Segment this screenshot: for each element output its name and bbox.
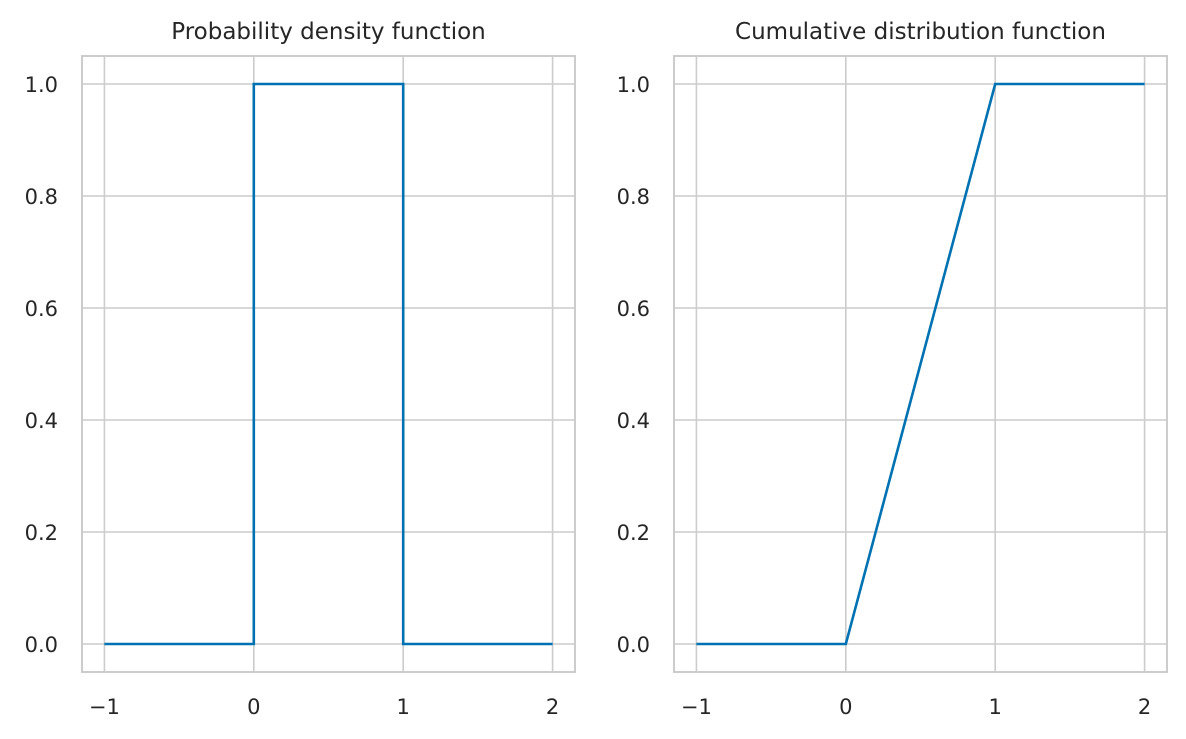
pdf-axes-frame xyxy=(81,55,576,673)
pdf-x-tick-label: −1 xyxy=(89,695,120,719)
pdf-panel: Probability density function −1 0 1 2 0.00.… xyxy=(25,19,576,719)
pdf-y-tick-label: 0.2 xyxy=(25,521,58,545)
cdf-y-tick-label: 1.0 xyxy=(617,73,650,97)
pdf-y-tick-label: 0.0 xyxy=(25,633,58,657)
cdf-axes-frame xyxy=(673,55,1168,673)
pdf-y-tick-label: 1.0 xyxy=(25,73,58,97)
pdf-y-tick-label: 0.8 xyxy=(25,185,58,209)
pdf-chart-title: Probability density function xyxy=(171,19,486,45)
cdf-x-tick-labels: −1 0 1 2 xyxy=(681,695,1151,719)
cdf-grid xyxy=(674,56,1167,672)
cdf-y-tick-labels: 0.0 0.2 0.4 0.6 0.8 1.0 xyxy=(617,73,650,657)
cdf-x-tick-label: 0 xyxy=(839,695,852,719)
cdf-y-tick-label: 0.4 xyxy=(617,409,650,433)
pdf-y-tick-label: 0.6 xyxy=(25,297,58,321)
pdf-y-tick-label: 0.4 xyxy=(25,409,58,433)
pdf-x-tick-label: 2 xyxy=(546,695,559,719)
cdf-x-tick-label: 1 xyxy=(989,695,1002,719)
cdf-chart-title: Cumulative distribution function xyxy=(735,19,1106,45)
cdf-y-tick-label: 0.0 xyxy=(617,633,650,657)
pdf-grid xyxy=(82,56,575,672)
pdf-series-line xyxy=(104,82,553,646)
cdf-x-tick-label: 2 xyxy=(1138,695,1151,719)
cdf-y-tick-label: 0.6 xyxy=(617,297,650,321)
pdf-x-tick-labels: −1 0 1 2 xyxy=(89,695,559,719)
cdf-series-line xyxy=(696,82,1145,646)
pdf-y-tick-labels: 0.0 0.2 0.4 0.6 0.8 1.0 xyxy=(25,73,58,657)
cdf-series xyxy=(696,82,1145,646)
pdf-series xyxy=(104,82,553,646)
pdf-x-tick-label: 1 xyxy=(397,695,410,719)
cdf-y-tick-label: 0.8 xyxy=(617,185,650,209)
cdf-y-tick-label: 0.2 xyxy=(617,521,650,545)
cdf-x-tick-label: −1 xyxy=(681,695,712,719)
cdf-panel: Cumulative distribution function −1 0 1 2 0… xyxy=(617,19,1168,719)
pdf-x-tick-label: 0 xyxy=(247,695,260,719)
